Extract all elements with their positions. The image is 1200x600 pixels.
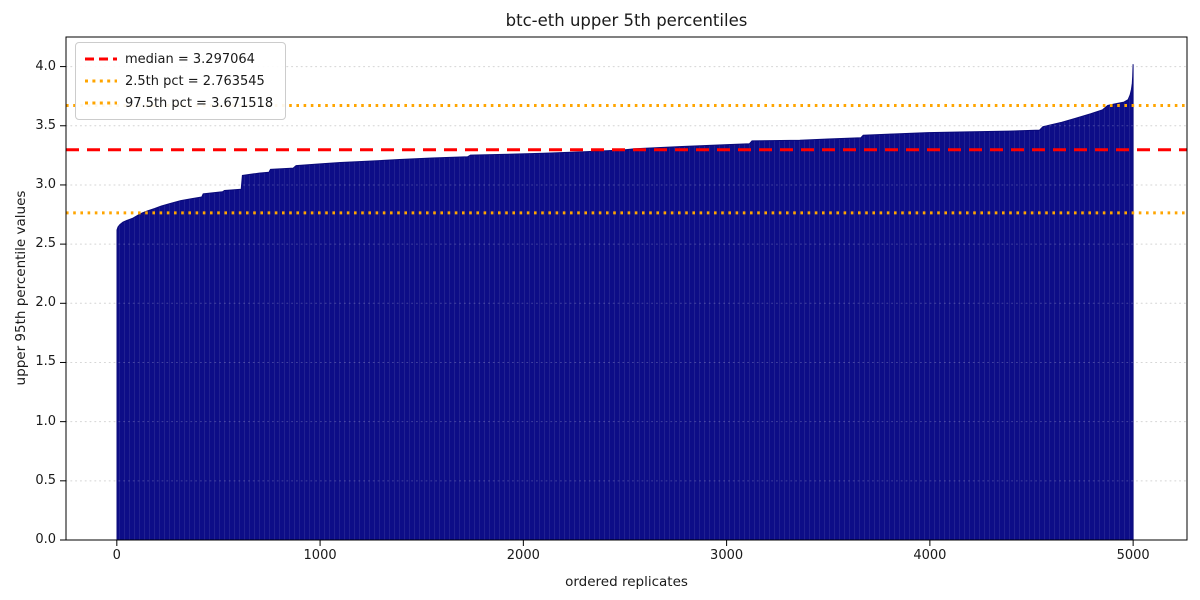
legend-label-pct-97-5: 97.5th pct = 3.671518	[125, 95, 274, 111]
legend-item-median: median = 3.297064	[85, 48, 273, 70]
pct-2-5-line-sample-icon	[85, 79, 117, 83]
y-tick-label: 0.5	[35, 472, 56, 488]
x-tick-label: 1000	[303, 548, 337, 563]
y-tick-label: 1.5	[35, 354, 56, 370]
median-line-sample-icon	[85, 57, 117, 61]
axes-spines	[65, 36, 1188, 541]
y-tick-label: 3.0	[35, 176, 56, 192]
x-tick-label: 2000	[506, 548, 540, 563]
sorted-replicates-area	[116, 64, 1134, 541]
y-tick-label: 3.5	[35, 117, 56, 133]
legend-item-pct-97-5: 97.5th pct = 3.671518	[85, 92, 273, 114]
legend-label-pct-2-5: 2.5th pct = 2.763545	[125, 73, 265, 89]
legend-item-pct-2-5: 2.5th pct = 2.763545	[85, 70, 273, 92]
x-tick-label: 5000	[1116, 548, 1150, 563]
y-tick-label: 2.5	[35, 236, 56, 252]
x-tick-label: 0	[112, 548, 121, 563]
x-tick-label: 3000	[710, 548, 744, 563]
y-tick-label: 2.0	[35, 295, 56, 311]
x-tick-label: 4000	[913, 548, 947, 563]
y-tick-label: 1.0	[35, 413, 56, 429]
legend-label-median: median = 3.297064	[125, 51, 255, 67]
y-tick-label: 4.0	[35, 58, 56, 74]
x-axis-label: ordered replicates	[565, 574, 688, 590]
pct-97-5-line-sample-icon	[85, 101, 117, 105]
y-tick-label: 0.0	[35, 532, 56, 547]
chart-title: btc-eth upper 5th percentiles	[505, 11, 748, 30]
legend: median = 3.297064 2.5th pct = 2.763545 9…	[75, 42, 287, 120]
